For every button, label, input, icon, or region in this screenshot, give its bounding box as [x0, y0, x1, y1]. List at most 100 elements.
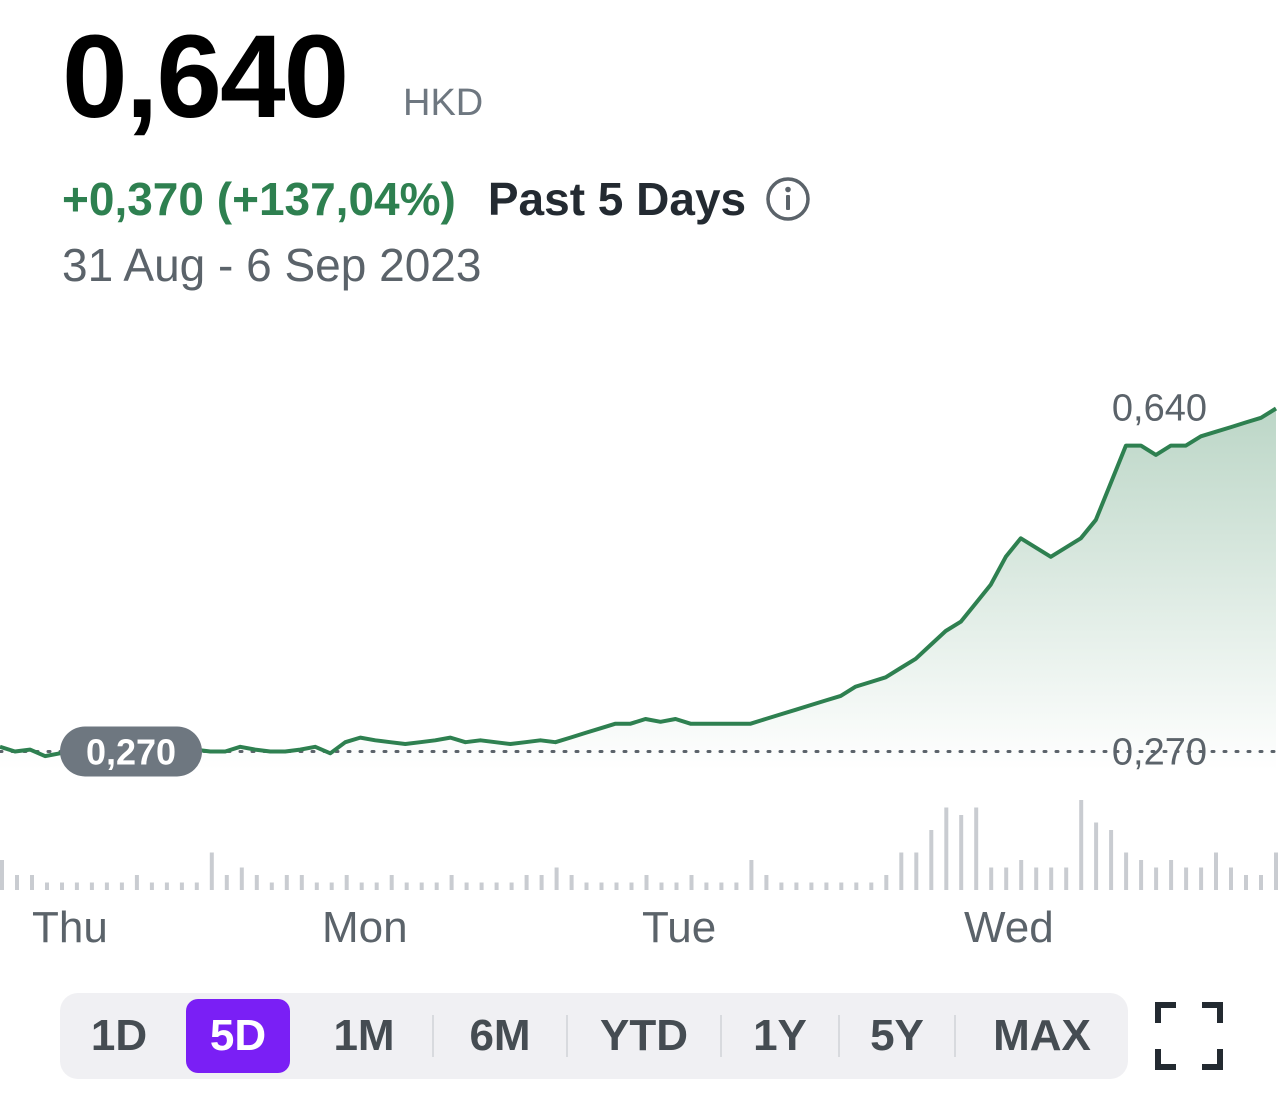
current-price: 0,640 — [62, 11, 349, 143]
price-line — [0, 406, 1278, 759]
price-area-fill — [0, 408, 1276, 770]
volume-bar — [599, 882, 604, 890]
volume-bar — [614, 882, 619, 890]
volume-bar — [374, 882, 379, 890]
volume-bar — [1079, 800, 1084, 890]
volume-bar — [284, 875, 289, 890]
volume-bar — [1169, 860, 1174, 890]
y-label-previous-close: 0,270 — [1112, 731, 1207, 773]
volume-bar — [194, 882, 199, 890]
volume-bar — [314, 882, 319, 890]
price-change: +0,370 (+137,04%) — [62, 173, 456, 225]
badge-label: 0,270 — [86, 731, 176, 772]
volume-bar — [89, 882, 94, 890]
volume-bar — [179, 882, 184, 890]
volume-bar — [689, 875, 694, 890]
volume-bar — [749, 860, 754, 890]
x-axis-label: Wed — [964, 903, 1054, 952]
volume-bar — [1214, 852, 1218, 890]
volume-bar — [854, 882, 859, 890]
volume-bar — [794, 882, 799, 890]
volume-bar — [104, 882, 109, 890]
volume-bar — [404, 882, 409, 890]
info-icon[interactable] — [764, 175, 812, 223]
volume-bar — [1154, 867, 1159, 890]
volume-bar — [1019, 860, 1024, 890]
period-label: Past 5 Days — [487, 173, 747, 225]
volume-bar — [1274, 852, 1278, 890]
volume-bar — [1199, 867, 1204, 890]
volume-bar — [1184, 867, 1189, 890]
volume-bar — [899, 852, 904, 890]
volume-bar — [464, 882, 469, 890]
volume-bar — [119, 882, 124, 890]
volume-bar — [659, 882, 664, 890]
range-6m-button[interactable]: 6M — [469, 1011, 531, 1060]
change-row: +0,370 (+137,04%) Past 5 Days — [62, 172, 812, 226]
volume-bar — [959, 815, 964, 890]
volume-bar — [344, 875, 349, 890]
volume-bar — [209, 852, 214, 890]
volume-bar — [419, 882, 424, 890]
volume-bar — [239, 867, 244, 890]
volume-bar — [1259, 875, 1263, 890]
volume-bar — [674, 882, 679, 890]
volume-bar — [1229, 867, 1233, 890]
volume-bar — [60, 882, 64, 890]
range-1y-button[interactable]: 1Y — [753, 1011, 807, 1060]
range-selector: 1D 5D 1M 6M YTD 1Y 5Y MAX — [60, 993, 1128, 1079]
volume-bar — [1109, 830, 1114, 890]
volume-bar — [554, 867, 559, 890]
volume-bar — [479, 882, 484, 890]
volume-bar — [449, 875, 454, 890]
volume-bar — [1064, 867, 1069, 890]
volume-bar — [149, 882, 154, 890]
range-ytd-button[interactable]: YTD — [600, 1011, 688, 1060]
volume-bar — [164, 882, 169, 890]
volume-bar — [1244, 875, 1248, 890]
range-max-button[interactable]: MAX — [993, 1011, 1091, 1060]
range-1d-button[interactable]: 1D — [90, 1011, 148, 1060]
volume-bar — [644, 875, 649, 890]
volume-bar — [1049, 867, 1054, 890]
volume-bar — [134, 875, 139, 890]
volume-bar — [1124, 852, 1129, 890]
volume-bar — [929, 830, 934, 890]
volume-bar — [509, 882, 514, 890]
fullscreen-icon[interactable] — [1154, 1001, 1224, 1071]
volume-bar — [1094, 822, 1099, 890]
volume-bar — [359, 882, 364, 890]
volume-bar — [15, 875, 19, 890]
currency-label: HKD — [403, 82, 484, 124]
volume-bar — [914, 852, 919, 890]
volume-bar — [74, 882, 79, 890]
volume-bar — [839, 882, 844, 890]
volume-bar — [30, 875, 34, 890]
volume-bar — [869, 882, 874, 890]
volume-bar — [1004, 867, 1009, 890]
volume-bar — [389, 875, 394, 890]
volume-bar — [524, 875, 529, 890]
volume-bar — [299, 875, 304, 890]
volume-bar — [734, 882, 739, 890]
range-5y-button[interactable]: 5Y — [870, 1011, 924, 1060]
volume-bar — [629, 882, 634, 890]
x-axis-label: Tue — [642, 903, 716, 952]
range-5d-button[interactable]: 5D — [186, 999, 290, 1073]
separator — [566, 1015, 568, 1057]
price-chart[interactable]: 0,270 0,640 0,270 Thu Mon Tue Wed — [0, 330, 1284, 970]
previous-close-badge: 0,270 — [60, 726, 202, 777]
volume-bar — [539, 875, 544, 890]
volume-bar — [569, 875, 574, 890]
volume-bars — [0, 800, 1278, 890]
volume-bar — [779, 882, 784, 890]
volume-bar — [1034, 867, 1039, 890]
range-1m-button[interactable]: 1M — [333, 1011, 395, 1060]
volume-bar — [584, 882, 589, 890]
x-axis-label: Mon — [322, 903, 408, 952]
volume-bar — [719, 882, 724, 890]
volume-bar — [1139, 860, 1144, 890]
volume-bar — [0, 860, 4, 890]
volume-bar — [269, 882, 274, 890]
y-label-high: 0,640 — [1112, 388, 1207, 430]
